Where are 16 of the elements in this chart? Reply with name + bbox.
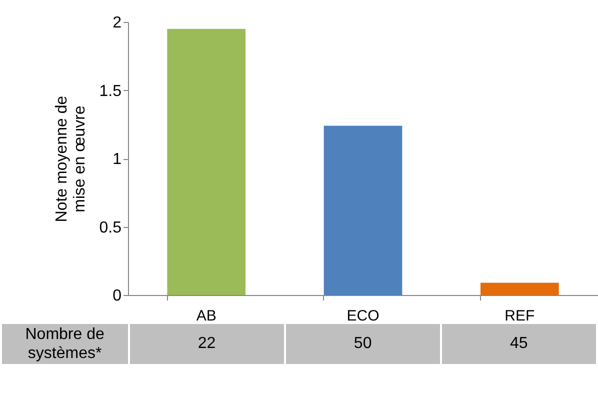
y-tick-label: 0.5 (99, 219, 122, 236)
x-tick-label: AB (196, 308, 216, 324)
y-tick-label: 1 (112, 151, 122, 168)
y-axis-title: Note moyenne de mise en œuvre (53, 96, 88, 222)
y-tick-label: 0 (112, 288, 122, 304)
text: Nombre de systèmes* (1, 323, 129, 365)
text: 45 (440, 323, 597, 365)
y-tick-label: 1.5 (99, 82, 122, 100)
x-tick-label: ECO (346, 308, 380, 324)
text: 50 (284, 323, 441, 365)
y-tick-label: 2 (112, 14, 122, 32)
bar (480, 282, 559, 295)
x-tick-label: REF (504, 308, 535, 324)
text: 22 (128, 323, 285, 365)
bar (167, 28, 246, 295)
bar (324, 126, 402, 295)
